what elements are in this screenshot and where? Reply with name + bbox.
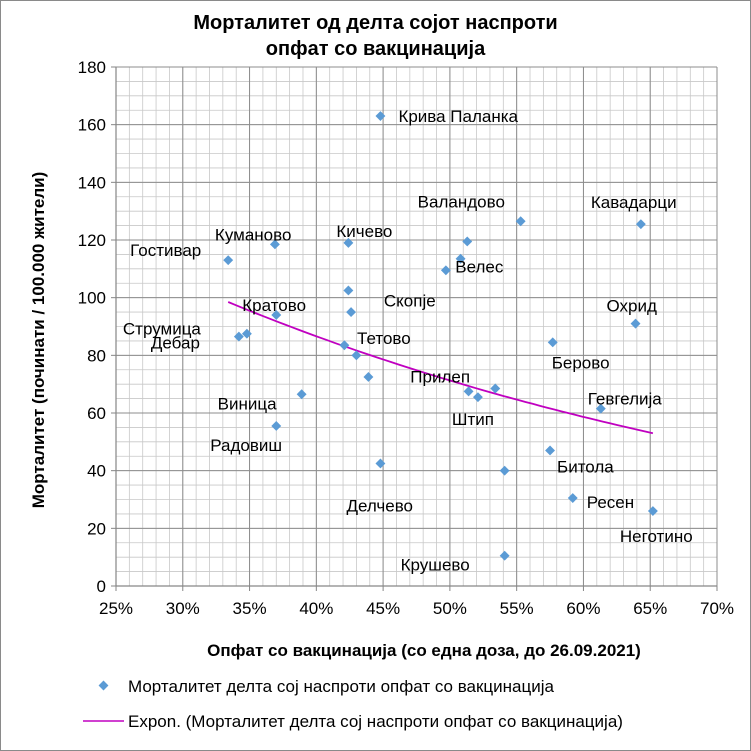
point-label: Струмица xyxy=(123,320,202,339)
data-point xyxy=(595,403,606,414)
x-tick-label: 30% xyxy=(166,599,200,618)
x-tick-label: 25% xyxy=(99,599,133,618)
data-point xyxy=(499,550,510,561)
point-label: Куманово xyxy=(215,225,291,244)
point-label: Крушево xyxy=(401,556,470,575)
data-point xyxy=(351,350,362,361)
data-point xyxy=(223,255,234,266)
x-tick-label: 70% xyxy=(700,599,734,618)
legend-marker-icon xyxy=(98,680,109,691)
point-label: Ресен xyxy=(587,493,634,512)
data-point xyxy=(339,340,350,351)
data-point xyxy=(647,506,658,516)
data-point xyxy=(515,216,526,227)
y-tick-label: 40 xyxy=(87,462,106,481)
y-tick-label: 160 xyxy=(78,116,106,135)
point-label: Делчево xyxy=(346,496,413,515)
x-tick-label: 35% xyxy=(233,599,267,618)
x-tick-label: 45% xyxy=(366,599,400,618)
point-label: Крива Паланка xyxy=(398,107,518,126)
y-tick-label: 80 xyxy=(87,346,106,365)
x-tick-label: 60% xyxy=(566,599,600,618)
point-label: Прилеп xyxy=(410,367,470,386)
data-point xyxy=(547,337,558,348)
point-label: Виница xyxy=(218,394,277,413)
data-point xyxy=(630,318,641,329)
data-point xyxy=(545,445,556,456)
point-label: Скопје xyxy=(384,291,436,310)
x-tick-label: 40% xyxy=(299,599,333,618)
point-label: Неготино xyxy=(620,527,693,546)
point-label: Радовиш xyxy=(210,436,282,455)
x-axis-label: Опфат со вакцинација (со една доза, до 2… xyxy=(207,641,641,660)
x-tick-label: 50% xyxy=(433,599,467,618)
y-tick-label: 0 xyxy=(97,577,106,596)
data-point xyxy=(343,237,354,248)
x-tick-label: 65% xyxy=(633,599,667,618)
point-label: Берово xyxy=(552,353,610,372)
legend-label-scatter: Морталитет делта сој наспроти опфат со в… xyxy=(128,677,555,696)
point-label: Дебар xyxy=(151,334,200,353)
point-label: Штип xyxy=(452,410,494,429)
y-axis-label: Морталитет (починати / 100.000 жители) xyxy=(29,172,48,509)
point-label: Валандово xyxy=(418,192,505,211)
data-point xyxy=(269,239,280,250)
data-point xyxy=(463,386,474,397)
point-label-layer: Крива Паланка Кавадарци Валандово Куманово К… xyxy=(123,107,693,575)
exponential-trendline xyxy=(227,301,654,435)
chart-title-line-2: опфат со вакцинација xyxy=(265,38,486,60)
point-label: Гевгелија xyxy=(588,390,662,409)
data-point xyxy=(233,331,244,342)
point-label: Тетово xyxy=(357,329,411,348)
data-point xyxy=(440,265,451,276)
point-label: Кратово xyxy=(242,296,306,315)
point-label: Кичево xyxy=(336,222,392,241)
trend-layer xyxy=(227,301,654,435)
data-point xyxy=(499,465,510,476)
data-point xyxy=(296,389,307,400)
point-label: Велес xyxy=(455,257,504,276)
data-point xyxy=(363,372,374,382)
data-point xyxy=(490,383,501,394)
point-layer xyxy=(223,111,658,561)
y-tick-label: 100 xyxy=(78,289,106,308)
point-label: Кавадарци xyxy=(591,193,677,212)
grid-layer xyxy=(115,66,718,587)
y-tick-label: 180 xyxy=(78,58,106,77)
chart-title-line-1: Морталитет од делта сојот наспроти xyxy=(193,12,558,34)
point-label: Битола xyxy=(557,457,614,476)
y-tick-label: 120 xyxy=(78,231,106,250)
data-point xyxy=(635,219,646,230)
data-point xyxy=(375,458,386,469)
axis-layer: 25% 30% 35% 40% 45% 50% 55% 60% 65% 70% 0 20 40 60 80 1… xyxy=(78,58,734,618)
y-tick-label: 20 xyxy=(87,519,106,538)
legend-label-trend: Expon. (Морталитет делта сој наспроти оп… xyxy=(128,712,623,731)
data-point xyxy=(271,421,282,431)
data-point xyxy=(462,236,473,247)
data-point xyxy=(346,307,357,318)
data-point xyxy=(241,328,252,339)
data-point xyxy=(343,285,354,296)
y-tick-label: 60 xyxy=(87,404,106,423)
x-tick-label: 55% xyxy=(500,599,534,618)
legend: Морталитет делта сој наспроти опфат со в… xyxy=(83,677,623,731)
point-label: Охрид xyxy=(607,297,657,316)
data-point xyxy=(472,392,483,403)
data-point xyxy=(271,310,282,320)
y-tick-label: 140 xyxy=(78,173,106,192)
point-label: Гостивар xyxy=(130,241,201,260)
data-point xyxy=(567,493,578,504)
